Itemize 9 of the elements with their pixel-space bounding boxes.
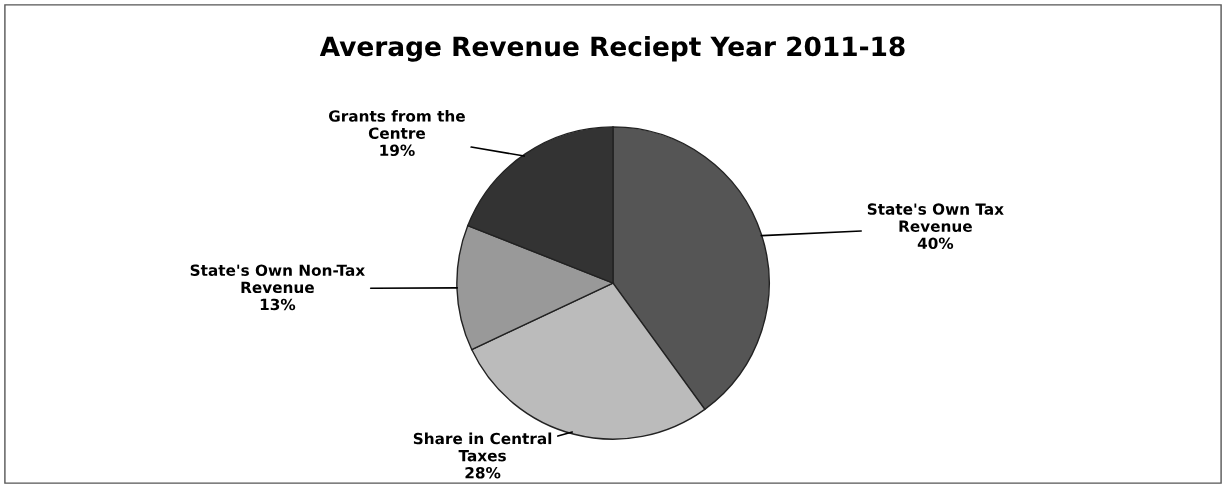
- chart-title: Average Revenue Reciept Year 2011-18: [319, 35, 905, 62]
- data-label: 19%: [380, 144, 415, 157]
- data-label: 28%: [465, 466, 501, 479]
- slice-label: State's Own Tax Revenue: [867, 203, 1004, 232]
- data-label: 13%: [260, 298, 296, 311]
- data-label: 40%: [917, 237, 954, 250]
- slice-label: State's Own Non-Tax Revenue: [190, 264, 365, 294]
- slice-label: Grants from the Centre: [328, 110, 465, 139]
- slice-label: Share in Central Taxes: [413, 432, 552, 462]
